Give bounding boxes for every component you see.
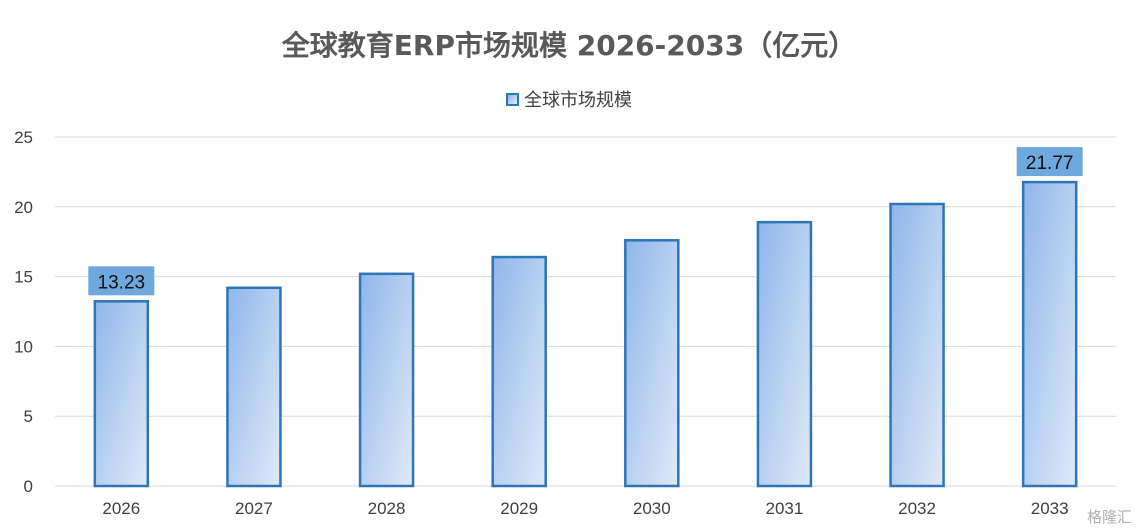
bar (889, 202, 945, 488)
x-tick-label: 2031 (766, 499, 804, 518)
legend-swatch (506, 92, 519, 106)
data-label-box (88, 266, 155, 296)
x-tick-label: 2026 (102, 499, 140, 518)
bar (93, 300, 150, 488)
data-label: 21.77 (1026, 153, 1074, 174)
x-tick-label: 2033 (1031, 499, 1069, 518)
x-tick-label: 2028 (368, 499, 406, 518)
chart-title: 全球教育ERP市场规模 2026-2033（亿元） (281, 29, 857, 62)
y-tick-label: 0 (24, 477, 33, 496)
data-label: 13.23 (98, 272, 146, 293)
y-tick-label: 5 (24, 407, 33, 426)
y-tick-label: 20 (14, 198, 33, 217)
legend: 全球市场规模 (0, 86, 1138, 112)
bar (1021, 180, 1078, 488)
legend-label: 全球市场规模 (524, 90, 632, 111)
bar (358, 272, 415, 488)
x-tick-label: 2030 (633, 499, 671, 518)
bar (756, 220, 813, 488)
bar (624, 239, 680, 488)
bar (491, 255, 547, 488)
data-label-box (1016, 147, 1083, 177)
x-tick-label: 2032 (898, 499, 936, 518)
y-tick-label: 10 (14, 337, 33, 356)
y-tick-label: 25 (14, 128, 33, 147)
x-tick-label: 2029 (500, 499, 538, 518)
x-tick-label: 2027 (235, 499, 273, 518)
y-tick-label: 15 (14, 268, 33, 287)
watermark-text: 格隆汇 (1086, 508, 1132, 526)
bar (226, 286, 282, 488)
